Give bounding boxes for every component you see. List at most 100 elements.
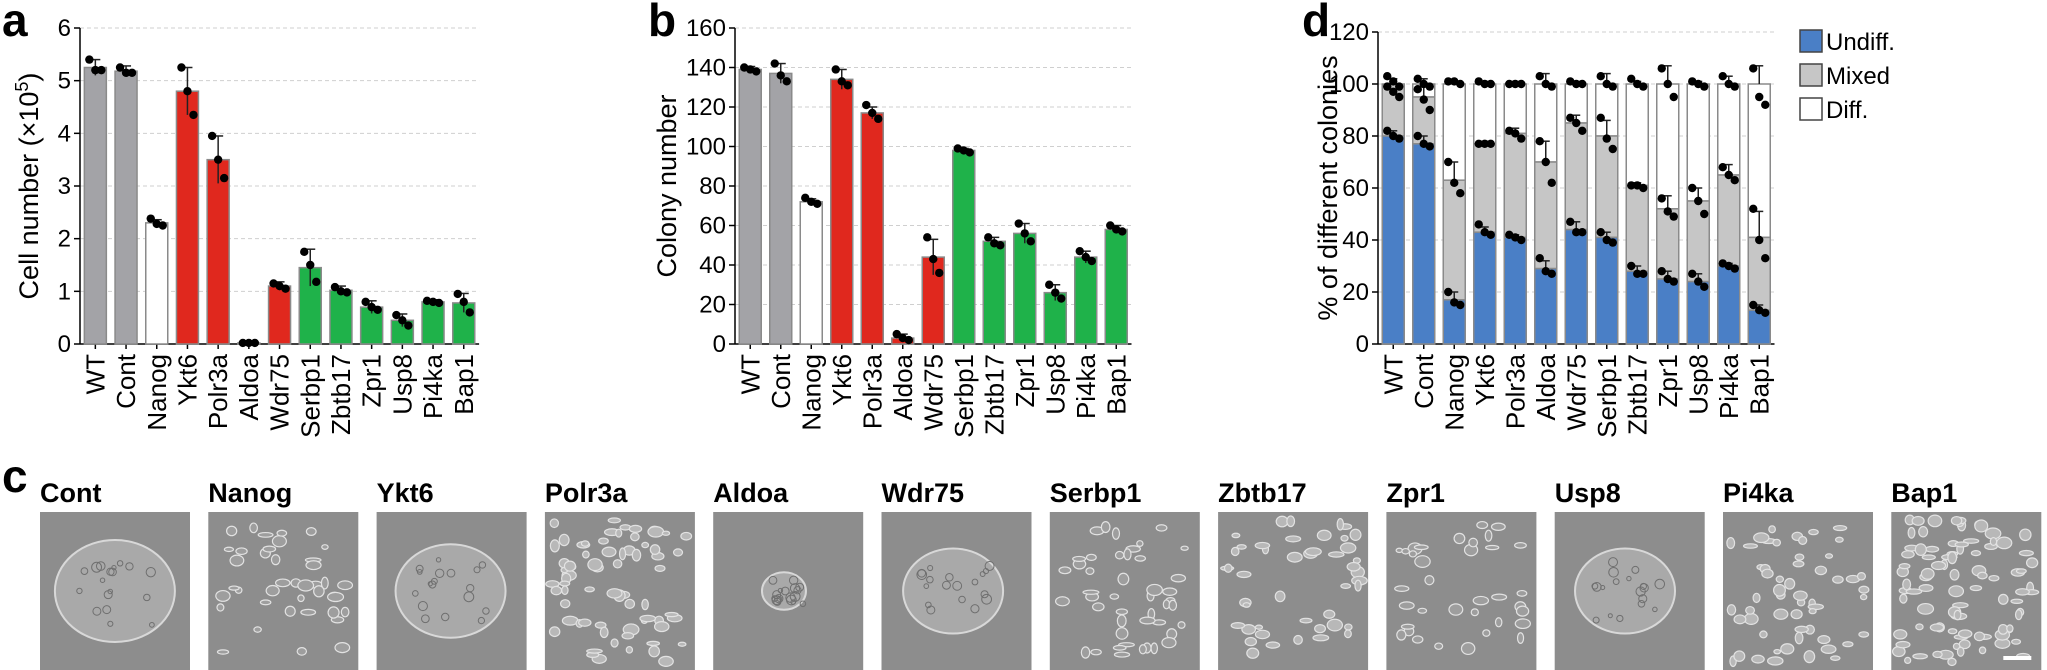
cell xyxy=(587,558,603,572)
cell xyxy=(941,580,951,590)
cell xyxy=(1274,590,1286,603)
cell xyxy=(1223,563,1233,573)
cell xyxy=(1254,541,1271,550)
cell xyxy=(216,649,230,655)
cell xyxy=(1918,584,1934,593)
data-point xyxy=(1486,230,1495,239)
cell xyxy=(598,537,609,545)
cell xyxy=(1134,555,1147,562)
cell xyxy=(610,638,619,648)
data-point xyxy=(158,221,167,230)
category-label: Pi4ka xyxy=(1714,353,1744,419)
cell xyxy=(549,518,560,529)
cell xyxy=(321,544,329,550)
cell xyxy=(1411,635,1424,644)
category-label: Serbp1 xyxy=(949,354,979,438)
micrograph-ykt6 xyxy=(376,512,527,670)
category-label: Aldoa xyxy=(1531,353,1561,420)
cell xyxy=(1054,596,1070,607)
cell xyxy=(1340,534,1349,542)
data-point xyxy=(1688,183,1697,193)
cell xyxy=(1136,540,1144,548)
cell xyxy=(1117,572,1130,586)
category-label: Serbp1 xyxy=(1592,354,1622,438)
data-point xyxy=(1663,79,1672,89)
y-tick-label: 0 xyxy=(713,331,726,358)
cell xyxy=(2015,588,2030,596)
y-tick-label: 2 xyxy=(58,226,71,253)
cell xyxy=(1918,525,1929,538)
category-label: Wdr75 xyxy=(1561,354,1591,431)
bar-diff xyxy=(1473,83,1497,145)
cell xyxy=(1893,629,1908,640)
data-point xyxy=(1118,227,1127,236)
cell xyxy=(1150,642,1159,655)
data-point xyxy=(862,100,871,110)
data-point xyxy=(146,214,155,223)
micrograph-label-bap1: Bap1 xyxy=(1891,478,1957,508)
cell xyxy=(411,590,419,597)
data-point xyxy=(342,288,352,297)
cell xyxy=(1414,555,1431,568)
cell xyxy=(1808,528,1819,536)
bar-zpr1 xyxy=(1013,232,1037,345)
cell xyxy=(1396,629,1407,641)
cell xyxy=(1231,532,1241,539)
cell xyxy=(1761,568,1774,579)
legend-label: Mixed xyxy=(1826,63,1890,90)
data-point xyxy=(312,277,321,287)
cell xyxy=(548,626,561,638)
y-tick-label: 120 xyxy=(1329,19,1369,46)
cell xyxy=(799,600,807,608)
bar-mixed xyxy=(1473,143,1497,233)
data-point xyxy=(1688,269,1697,278)
data-point xyxy=(1639,183,1648,193)
y-tick-label: 60 xyxy=(1342,175,1369,202)
cell xyxy=(1949,568,1960,581)
cell xyxy=(235,547,248,556)
y-tick-label: 0 xyxy=(1356,331,1369,358)
micrograph-zpr1 xyxy=(1386,512,1537,670)
category-label: Wdr75 xyxy=(265,354,295,431)
cell xyxy=(1115,608,1129,616)
cell xyxy=(1448,603,1464,616)
cell xyxy=(641,598,649,611)
legend-swatch xyxy=(1799,97,1823,121)
data-point xyxy=(238,338,248,348)
cell xyxy=(1794,553,1805,561)
data-point xyxy=(1578,126,1587,135)
cell xyxy=(1824,553,1834,559)
micrograph-polr3a xyxy=(544,512,695,670)
data-point xyxy=(923,233,932,242)
cell xyxy=(103,590,113,600)
cell xyxy=(477,616,486,625)
data-point xyxy=(1383,72,1392,81)
cell xyxy=(107,588,113,595)
data-point xyxy=(1749,64,1758,73)
cell xyxy=(421,614,430,624)
cell xyxy=(2018,549,2034,557)
cell xyxy=(1286,515,1296,528)
data-point xyxy=(1627,261,1636,271)
cell xyxy=(1773,608,1789,620)
data-point xyxy=(330,282,340,292)
category-label: Aldoa xyxy=(234,353,264,420)
cell xyxy=(1899,593,1908,604)
cell xyxy=(1626,575,1632,582)
cell xyxy=(1631,565,1640,574)
cell xyxy=(1265,641,1281,649)
cell xyxy=(1635,586,1646,597)
cell xyxy=(1161,636,1177,649)
cell xyxy=(1858,631,1870,638)
cell xyxy=(1230,546,1240,557)
data-point xyxy=(874,114,883,124)
category-label: WT xyxy=(80,354,110,395)
cell xyxy=(624,598,636,609)
cell xyxy=(1989,536,1998,546)
cell xyxy=(1482,629,1491,637)
bar-mixed xyxy=(1717,174,1741,267)
category-label: Serbp1 xyxy=(295,354,325,438)
cell xyxy=(2014,609,2023,621)
data-point xyxy=(91,65,100,75)
data-point xyxy=(1535,72,1544,81)
